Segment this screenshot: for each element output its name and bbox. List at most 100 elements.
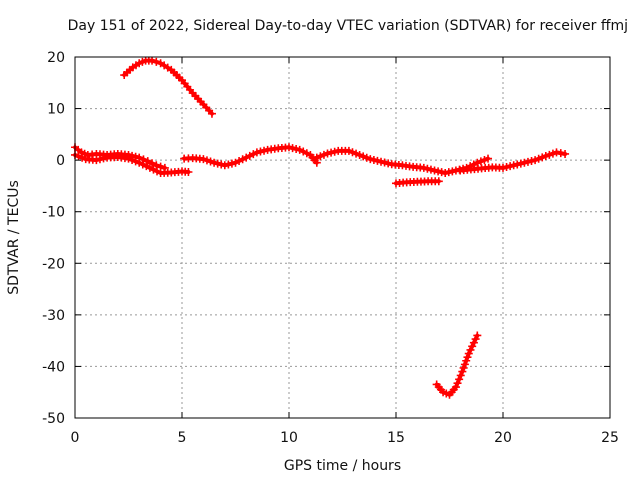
data-point (128, 155, 137, 164)
grid (75, 57, 610, 418)
data-point (459, 363, 468, 372)
data-point (538, 153, 547, 162)
data-point (224, 160, 233, 169)
data-point (148, 159, 157, 168)
data-point (312, 153, 321, 162)
x-tick-label: 10 (280, 430, 298, 446)
series-baseline-3 (180, 143, 321, 170)
data-point (199, 155, 208, 164)
data-point (366, 155, 375, 164)
data-point (462, 356, 471, 365)
data-point (148, 56, 157, 65)
data-point (242, 153, 251, 162)
data-point (458, 367, 467, 376)
data-point (473, 331, 482, 340)
data-point (523, 157, 532, 166)
data-point (152, 57, 161, 66)
data-point (135, 158, 144, 167)
series-tail-noisy (456, 148, 570, 175)
data-point (352, 149, 361, 158)
data-point (502, 163, 511, 172)
data-point (74, 152, 83, 161)
data-point (460, 360, 469, 369)
y-tick-label: -20 (42, 256, 65, 272)
data-point (359, 152, 368, 161)
y-tick-label: -40 (42, 359, 65, 375)
data-point (466, 345, 475, 354)
data-point (202, 156, 211, 165)
data-point (468, 342, 477, 351)
data-point (330, 147, 339, 156)
data-point (302, 149, 311, 158)
data-point (206, 157, 215, 166)
data-point (327, 148, 336, 157)
data-point (499, 163, 507, 172)
data-point (480, 155, 489, 164)
data-point (484, 154, 493, 163)
data-point (344, 146, 353, 155)
data-point (423, 164, 432, 173)
series-baseline-2 (71, 150, 193, 178)
data-point (369, 155, 378, 164)
y-tick-label: -50 (42, 411, 65, 427)
data-point (285, 143, 293, 152)
data-point (509, 161, 518, 170)
data-point (131, 157, 140, 166)
x-tick-label: 5 (178, 430, 187, 446)
x-tick-label: 20 (494, 430, 512, 446)
series-arc-high-early (120, 56, 216, 118)
data-point (138, 160, 147, 169)
data-point (444, 168, 453, 177)
data-point (377, 157, 386, 166)
data-point (235, 157, 244, 166)
data-point (471, 335, 480, 344)
data-point (437, 168, 446, 177)
data-point (430, 166, 439, 175)
data-point (362, 153, 371, 162)
data-points (71, 56, 570, 399)
x-axis-label: GPS time / hours (284, 458, 401, 474)
data-point (476, 157, 485, 166)
data-point (260, 146, 269, 155)
data-point (534, 154, 543, 163)
y-tick-label: 10 (47, 102, 65, 118)
data-point (464, 349, 473, 358)
data-point (373, 156, 382, 165)
data-point (145, 163, 154, 172)
data-point (319, 150, 328, 159)
data-point (527, 157, 536, 166)
y-tick-label: -30 (42, 308, 65, 324)
data-point (469, 338, 478, 347)
chart-title: Day 151 of 2022, Sidereal Day-to-day VTE… (67, 18, 628, 34)
data-point (426, 165, 435, 174)
data-point (231, 158, 240, 167)
data-point (513, 160, 522, 169)
data-point (238, 155, 247, 164)
data-point (207, 109, 216, 118)
data-point (220, 161, 229, 170)
data-point (456, 371, 465, 380)
data-point (295, 145, 304, 154)
data-point (384, 159, 393, 168)
data-point (217, 160, 226, 169)
data-point (78, 153, 87, 162)
data-point (355, 150, 364, 159)
data-point (227, 159, 236, 168)
data-point (323, 149, 332, 158)
data-point (124, 154, 133, 163)
data-point (153, 167, 162, 176)
data-point (149, 165, 158, 174)
y-tick-label: 20 (47, 50, 65, 66)
axis-ticks: 0 5 10 15 20 25 20 10 0 -10 -20 -30 -40 -50 (42, 50, 619, 446)
y-axis-label: SDTVAR / TECUs (6, 180, 22, 295)
data-point (548, 149, 557, 158)
data-point (95, 155, 104, 164)
data-point (316, 152, 325, 161)
data-point (419, 163, 428, 172)
data-point (99, 154, 108, 163)
series-offset-segment (392, 177, 443, 188)
data-point (434, 177, 443, 186)
series-arc-low (432, 331, 482, 399)
data-point (506, 162, 515, 171)
data-point (520, 158, 529, 167)
